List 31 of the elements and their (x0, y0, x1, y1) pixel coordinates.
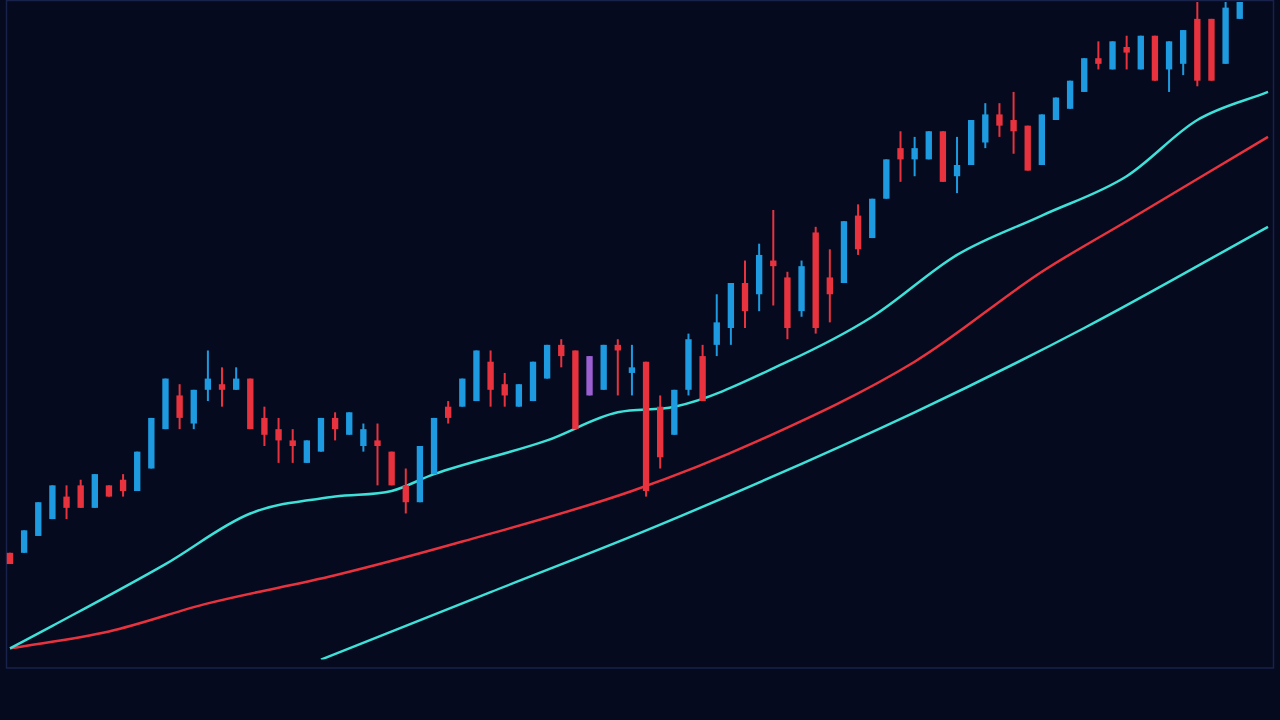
candlestick (445, 400, 452, 425)
candlestick (176, 383, 183, 431)
candlestick (911, 135, 918, 178)
candlestick (1010, 90, 1017, 155)
candlestick (953, 135, 961, 195)
candlestick (331, 411, 339, 442)
candlestick (1123, 34, 1130, 71)
candlestick (515, 383, 523, 408)
candlestick (204, 349, 212, 403)
candlestick (360, 422, 367, 453)
candlestick (303, 439, 311, 464)
candlestick (1095, 40, 1102, 71)
candlestick (826, 248, 833, 324)
candlestick (402, 467, 409, 515)
candlestick (218, 366, 226, 408)
candlestick (289, 428, 296, 464)
candlestick (374, 422, 381, 487)
candlestick (713, 293, 720, 358)
candlestick (232, 366, 240, 391)
candlestick (261, 405, 268, 448)
candlestick (119, 473, 127, 498)
candlestick (63, 484, 70, 521)
candlestick (275, 416, 282, 464)
candlestick (628, 343, 636, 397)
candlestick (996, 102, 1003, 138)
candlestick (897, 130, 904, 183)
candlestick (346, 411, 353, 436)
candlestick (77, 478, 84, 509)
candlestick (20, 529, 28, 554)
candlestick (558, 338, 565, 369)
candlestick (501, 371, 508, 408)
